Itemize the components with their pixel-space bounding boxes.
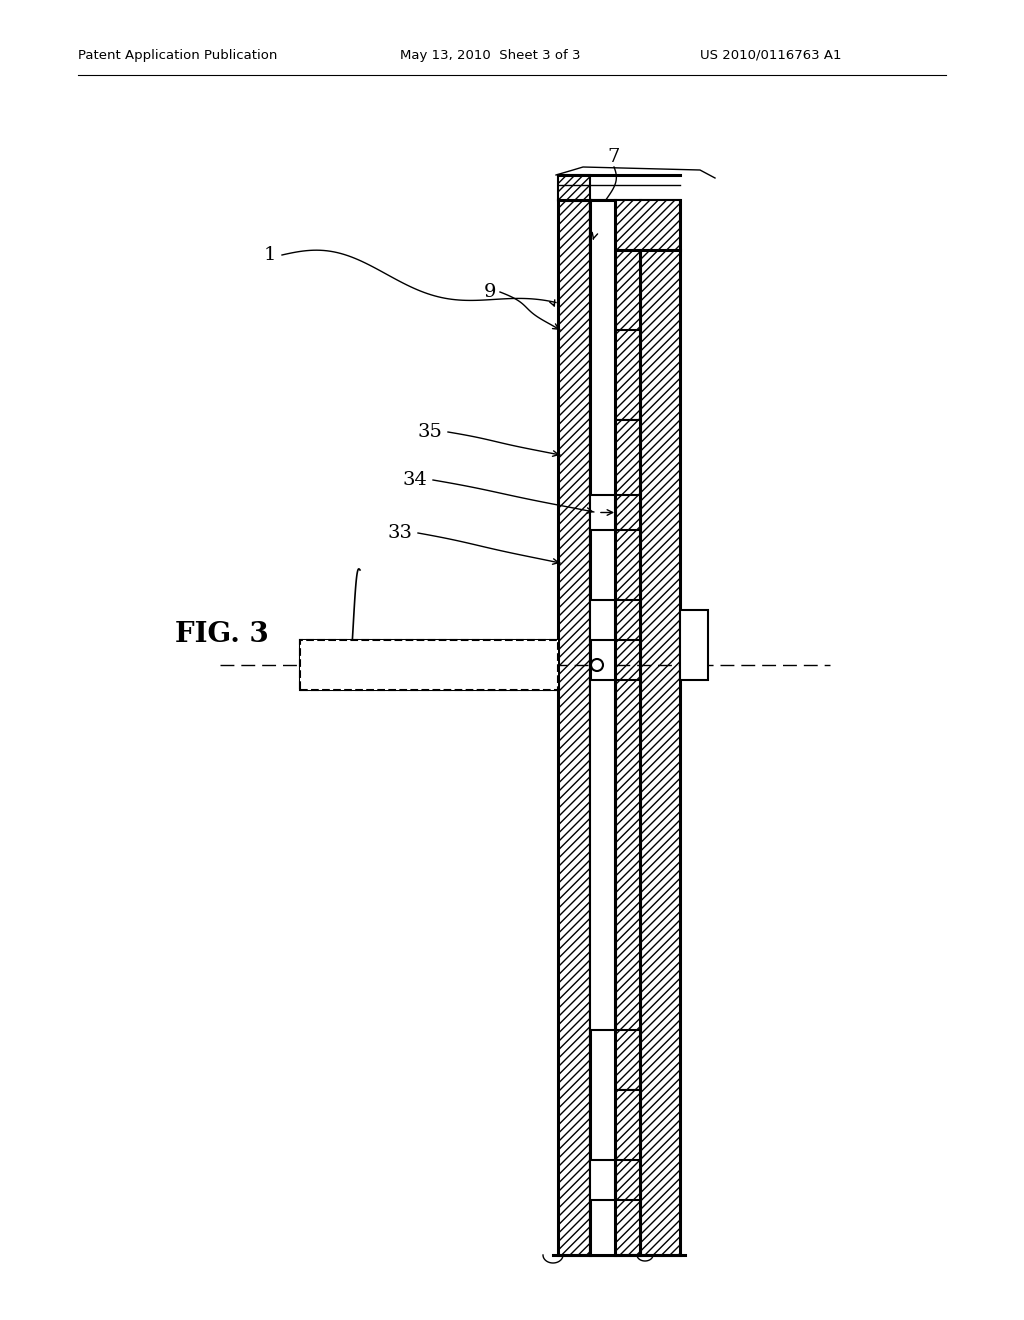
Circle shape	[591, 659, 603, 671]
Text: 33: 33	[387, 524, 413, 543]
Bar	[680, 610, 708, 680]
Bar	[615, 201, 640, 1255]
Bar	[615, 531, 640, 601]
Bar	[300, 640, 558, 690]
Text: 7: 7	[608, 148, 621, 166]
Text: May 13, 2010  Sheet 3 of 3: May 13, 2010 Sheet 3 of 3	[400, 49, 581, 62]
Bar	[590, 1090, 640, 1160]
Bar	[590, 531, 615, 601]
Text: 9: 9	[483, 282, 497, 301]
Bar	[590, 640, 615, 680]
Text: Patent Application Publication: Patent Application Publication	[78, 49, 278, 62]
Text: 35: 35	[418, 422, 442, 441]
Bar	[590, 495, 615, 531]
Bar	[558, 176, 590, 201]
Bar	[590, 420, 640, 495]
Bar	[590, 330, 640, 420]
Bar	[558, 201, 590, 1255]
Bar	[590, 1160, 615, 1200]
Bar	[590, 1200, 640, 1255]
Bar	[590, 201, 680, 249]
Bar	[300, 640, 558, 690]
Bar	[615, 640, 640, 680]
Bar	[590, 680, 615, 1030]
Text: FIG. 3: FIG. 3	[175, 622, 268, 648]
Bar	[590, 601, 615, 640]
Bar	[590, 1030, 615, 1090]
Bar	[640, 201, 680, 1255]
Text: US 2010/0116763 A1: US 2010/0116763 A1	[700, 49, 842, 62]
Bar	[590, 201, 615, 1255]
Text: 34: 34	[402, 471, 427, 488]
Bar	[615, 1030, 640, 1090]
Text: 1: 1	[264, 246, 276, 264]
